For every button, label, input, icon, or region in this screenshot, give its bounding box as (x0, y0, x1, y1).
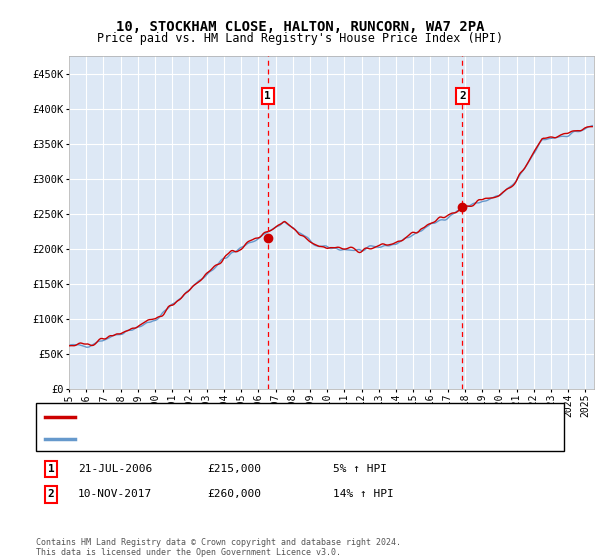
Text: Contains HM Land Registry data © Crown copyright and database right 2024.
This d: Contains HM Land Registry data © Crown c… (36, 538, 401, 557)
Text: £260,000: £260,000 (207, 489, 261, 500)
Text: £215,000: £215,000 (207, 464, 261, 474)
Text: 14% ↑ HPI: 14% ↑ HPI (333, 489, 394, 500)
Text: 21-JUL-2006: 21-JUL-2006 (78, 464, 152, 474)
Text: Price paid vs. HM Land Registry's House Price Index (HPI): Price paid vs. HM Land Registry's House … (97, 32, 503, 45)
Text: 1: 1 (47, 464, 55, 474)
Text: HPI: Average price, detached house, Halton: HPI: Average price, detached house, Halt… (81, 434, 343, 444)
Text: 10, STOCKHAM CLOSE, HALTON, RUNCORN, WA7 2PA: 10, STOCKHAM CLOSE, HALTON, RUNCORN, WA7… (116, 20, 484, 34)
Text: 10, STOCKHAM CLOSE, HALTON, RUNCORN, WA7 2PA (detached house): 10, STOCKHAM CLOSE, HALTON, RUNCORN, WA7… (81, 412, 462, 422)
Text: 1: 1 (265, 91, 271, 101)
Text: 5% ↑ HPI: 5% ↑ HPI (333, 464, 387, 474)
Text: 2: 2 (47, 489, 55, 500)
Text: 10-NOV-2017: 10-NOV-2017 (78, 489, 152, 500)
Text: 2: 2 (459, 91, 466, 101)
